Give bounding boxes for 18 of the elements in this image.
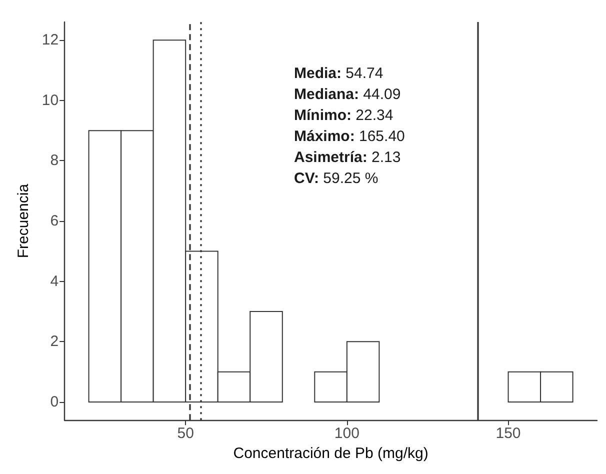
x-tick-label: 150 bbox=[496, 425, 521, 442]
annotation: Mediana: 44.09 bbox=[294, 86, 401, 103]
y-tick-label: 0 bbox=[50, 394, 59, 411]
annotation: Máximo: 165.40 bbox=[294, 128, 405, 145]
y-tick-label: 4 bbox=[50, 272, 59, 290]
annotation: Media: 54.74 bbox=[294, 65, 384, 82]
x-axis-title: Concentración de Pb (mg/kg) bbox=[233, 445, 428, 462]
y-tick-label: 8 bbox=[50, 152, 59, 170]
x-tick-label: 100 bbox=[334, 425, 360, 442]
x-tick-label: 50 bbox=[177, 425, 194, 442]
y-tick-label: 2 bbox=[50, 333, 59, 350]
y-tick-label: 12 bbox=[42, 32, 59, 49]
annotation: Asimetría: 2.13 bbox=[294, 149, 401, 166]
annotation: Mínimo: 22.34 bbox=[294, 107, 394, 124]
y-tick-label: 6 bbox=[50, 212, 59, 230]
y-axis-title: Frecuencia bbox=[15, 183, 32, 258]
y-tick-label: 10 bbox=[42, 92, 59, 109]
annotation: CV: 59.25 % bbox=[294, 170, 378, 187]
